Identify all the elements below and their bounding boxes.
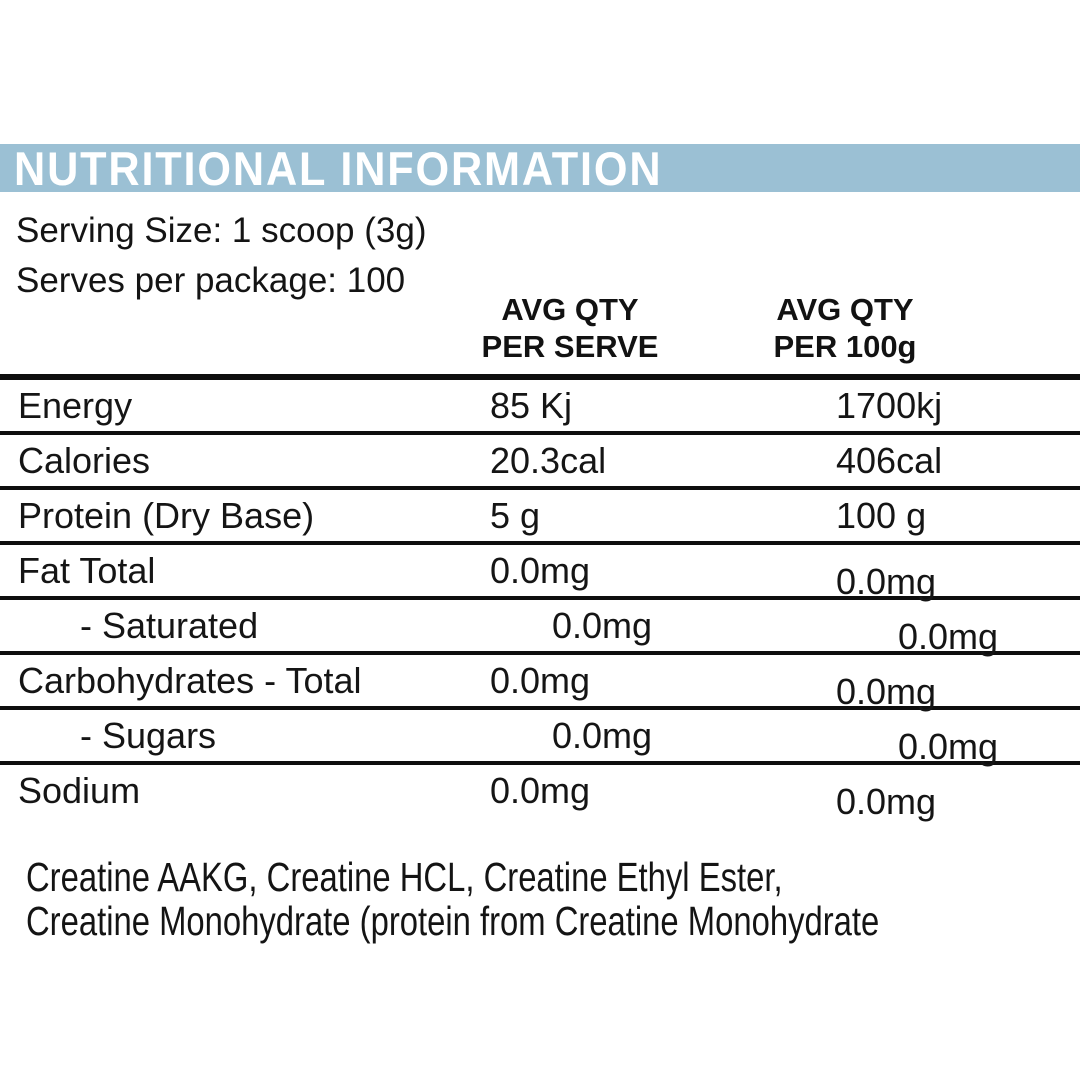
row-per-serve-value: 85 Kj bbox=[490, 384, 573, 426]
row-per-serve-value: 20.3cal bbox=[490, 439, 607, 481]
table-row-saturated: - Saturated 0.0mg 0.0mg bbox=[0, 596, 1080, 657]
row-per-100g-value: 0.0mg bbox=[836, 780, 937, 822]
row-per-100g-value: 100 g bbox=[836, 494, 927, 536]
column-header-per-100g: AVG QTY PER 100g bbox=[766, 292, 924, 365]
row-per-serve-value: 0.0mg bbox=[490, 659, 591, 701]
ingredients-line-2: Creatine Monohydrate (protein from Creat… bbox=[26, 897, 880, 944]
table-row-energy: Energy 85 Kj 1700kj bbox=[0, 380, 1080, 431]
row-label: Protein (Dry Base) bbox=[18, 494, 315, 536]
row-per-100g-value: 1700kj bbox=[836, 384, 943, 426]
row-per-100g-value: 406cal bbox=[836, 439, 943, 481]
serving-size-text: Serving Size: 1 scoop (3g) bbox=[16, 211, 427, 250]
table-row-protein: Protein (Dry Base) 5 g 100 g bbox=[0, 486, 1080, 541]
column-header-per-100g-line2: PER 100g bbox=[773, 328, 917, 364]
table-row-carbohydrates: Carbohydrates - Total 0.0mg 0.0mg bbox=[0, 651, 1080, 712]
row-label: - Sugars bbox=[80, 714, 217, 756]
row-per-100g-value: 0.0mg bbox=[898, 725, 999, 767]
serving-info: Serving Size: 1 scoop (3g) Serves per pa… bbox=[16, 206, 426, 307]
row-per-serve-value: 0.0mg bbox=[552, 714, 653, 756]
ingredients-text: Creatine AAKG, Creatine HCL, Creatine Et… bbox=[26, 854, 880, 944]
row-per-100g-value: 0.0mg bbox=[898, 615, 999, 657]
banner-title: NUTRITIONAL INFORMATION bbox=[14, 142, 663, 195]
banner: NUTRITIONAL INFORMATION bbox=[0, 142, 1080, 195]
row-label: Carbohydrates - Total bbox=[18, 659, 362, 701]
table-row-calories: Calories 20.3cal 406cal bbox=[0, 431, 1080, 486]
row-per-serve-value: 0.0mg bbox=[552, 604, 653, 646]
table-row-sodium: Sodium 0.0mg 0.0mg bbox=[0, 761, 1080, 822]
serves-per-package-text: Serves per package: 100 bbox=[16, 261, 406, 301]
row-label: Fat Total bbox=[18, 549, 156, 591]
ingredients-line-1: Creatine AAKG, Creatine HCL, Creatine Et… bbox=[26, 854, 783, 900]
row-per-serve-value: 0.0mg bbox=[490, 769, 591, 811]
row-per-100g-value: 0.0mg bbox=[836, 670, 937, 712]
row-label: Energy bbox=[18, 384, 133, 426]
row-label: Calories bbox=[18, 439, 151, 481]
table-row-sugars: - Sugars 0.0mg 0.0mg bbox=[0, 706, 1080, 767]
nutrition-table: Energy 85 Kj 1700kj Calories 20.3cal 406… bbox=[0, 374, 1080, 822]
column-header-per-serve-line1: AVG QTY bbox=[501, 292, 639, 327]
row-label: - Saturated bbox=[80, 604, 259, 646]
row-per-100g-value: 0.0mg bbox=[836, 560, 937, 602]
row-per-serve-value: 0.0mg bbox=[490, 549, 591, 591]
column-header-per-serve-line2: PER SERVE bbox=[481, 328, 659, 364]
row-label: Sodium bbox=[18, 769, 141, 811]
column-header-per-serve: AVG QTY PER SERVE bbox=[480, 292, 660, 365]
table-row-fat-total: Fat Total 0.0mg 0.0mg bbox=[0, 541, 1080, 602]
row-per-serve-value: 5 g bbox=[490, 494, 541, 536]
column-header-per-100g-line1: AVG QTY bbox=[776, 292, 914, 327]
